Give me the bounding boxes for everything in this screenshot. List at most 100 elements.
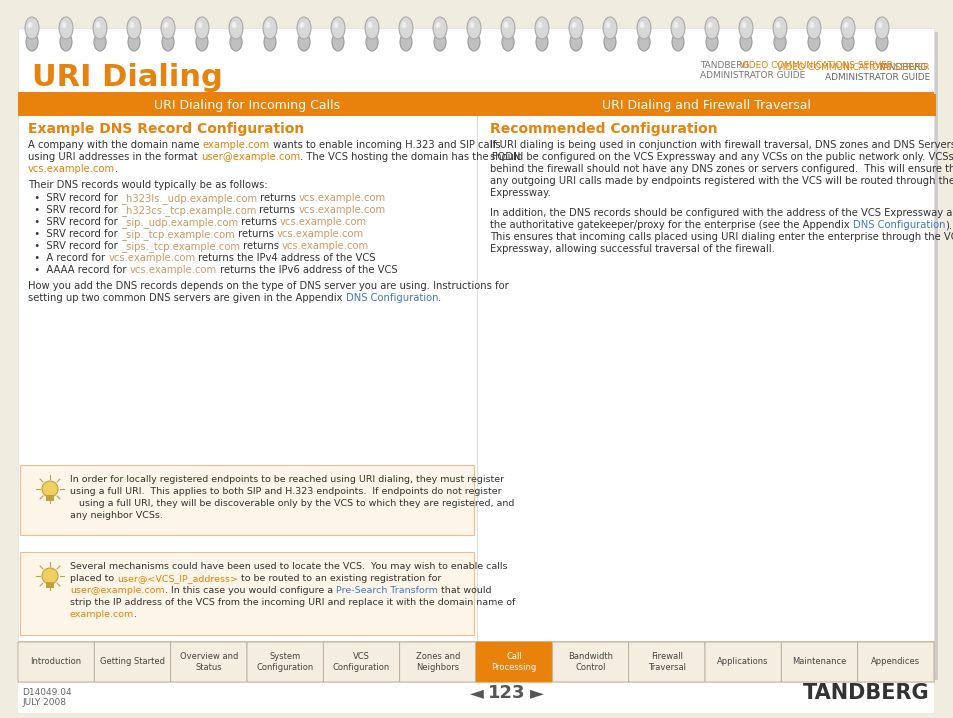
Ellipse shape bbox=[434, 33, 446, 51]
Text: any outgoing URI calls made by endpoints registered with the VCS will be routed : any outgoing URI calls made by endpoints… bbox=[490, 176, 953, 186]
Ellipse shape bbox=[842, 22, 847, 28]
Text: This ensures that incoming calls placed using URI dialing enter the enterprise t: This ensures that incoming calls placed … bbox=[490, 232, 953, 242]
Text: A company with the domain name: A company with the domain name bbox=[28, 140, 202, 150]
Text: using a full URI.  This applies to both SIP and H.323 endpoints.  If endpoints d: using a full URI. This applies to both S… bbox=[70, 487, 501, 496]
Text: DNS Configuration: DNS Configuration bbox=[852, 220, 944, 230]
Ellipse shape bbox=[128, 33, 140, 51]
Text: user@example.com: user@example.com bbox=[70, 586, 165, 595]
Text: URI Dialing and Firewall Traversal: URI Dialing and Firewall Traversal bbox=[601, 98, 810, 111]
Text: .: . bbox=[134, 610, 137, 619]
Bar bbox=[18, 683, 933, 713]
Ellipse shape bbox=[773, 33, 785, 51]
FancyBboxPatch shape bbox=[323, 642, 399, 682]
Text: System
Configuration: System Configuration bbox=[256, 652, 314, 672]
Text: •  A record for: • A record for bbox=[28, 253, 108, 263]
Text: vcs.example.com: vcs.example.com bbox=[130, 265, 216, 275]
Ellipse shape bbox=[875, 33, 887, 51]
Bar bbox=[18, 641, 933, 683]
Text: vcs.example.com: vcs.example.com bbox=[108, 253, 195, 263]
Ellipse shape bbox=[398, 17, 413, 39]
Ellipse shape bbox=[467, 17, 480, 39]
Text: ◄: ◄ bbox=[470, 684, 483, 702]
FancyBboxPatch shape bbox=[94, 642, 171, 682]
Text: returns: returns bbox=[239, 241, 282, 251]
Text: •  SRV record for: • SRV record for bbox=[28, 193, 121, 203]
Text: Firewall
Traversal: Firewall Traversal bbox=[647, 652, 685, 672]
Text: user@<VCS_IP_address>: user@<VCS_IP_address> bbox=[117, 574, 238, 583]
Ellipse shape bbox=[569, 33, 581, 51]
Text: vcs.example.com: vcs.example.com bbox=[28, 164, 115, 174]
Text: _sips._tcp.example.com: _sips._tcp.example.com bbox=[121, 241, 239, 252]
Text: Bandwidth
Control: Bandwidth Control bbox=[567, 652, 613, 672]
Text: returns: returns bbox=[234, 229, 276, 239]
Ellipse shape bbox=[26, 33, 38, 51]
Ellipse shape bbox=[264, 33, 275, 51]
Ellipse shape bbox=[501, 33, 514, 51]
Text: Introduction: Introduction bbox=[30, 658, 82, 666]
FancyBboxPatch shape bbox=[399, 642, 476, 682]
Ellipse shape bbox=[603, 33, 616, 51]
Bar bbox=[46, 495, 54, 501]
Text: VIDEO COMMUNICATIONS SERVER: VIDEO COMMUNICATIONS SERVER bbox=[747, 63, 929, 73]
Text: .: . bbox=[115, 164, 118, 174]
Text: Call
Processing: Call Processing bbox=[491, 652, 537, 672]
Text: _h323ls._udp.example.com: _h323ls._udp.example.com bbox=[121, 193, 256, 204]
Ellipse shape bbox=[94, 33, 106, 51]
Text: Recommended Configuration: Recommended Configuration bbox=[490, 122, 717, 136]
Ellipse shape bbox=[130, 22, 134, 28]
Ellipse shape bbox=[229, 17, 243, 39]
Bar bbox=[20, 552, 474, 635]
Ellipse shape bbox=[435, 22, 440, 28]
Text: should be configured on the VCS Expressway and any VCSs on the public network on: should be configured on the VCS Expressw… bbox=[490, 152, 953, 162]
Ellipse shape bbox=[299, 22, 304, 28]
Text: Several mechanisms could have been used to locate the VCS.  You may wish to enab: Several mechanisms could have been used … bbox=[70, 562, 507, 571]
Ellipse shape bbox=[568, 17, 582, 39]
Ellipse shape bbox=[195, 33, 208, 51]
Text: .: . bbox=[437, 293, 441, 303]
Ellipse shape bbox=[194, 17, 209, 39]
Ellipse shape bbox=[877, 22, 882, 28]
Ellipse shape bbox=[469, 22, 474, 28]
Text: behind the firewall should not have any DNS zones or servers configured.  This w: behind the firewall should not have any … bbox=[490, 164, 953, 174]
Text: vcs.example.com: vcs.example.com bbox=[280, 217, 367, 227]
Text: . The VCS hosting the domain has the FQDN: . The VCS hosting the domain has the FQD… bbox=[299, 152, 519, 162]
FancyBboxPatch shape bbox=[171, 642, 247, 682]
Text: •  AAAA record for: • AAAA record for bbox=[28, 265, 130, 275]
Ellipse shape bbox=[500, 17, 515, 39]
Ellipse shape bbox=[25, 17, 39, 39]
Text: ADMINISTRATOR GUIDE: ADMINISTRATOR GUIDE bbox=[700, 72, 804, 80]
Ellipse shape bbox=[59, 17, 73, 39]
Text: setting up two common DNS servers are given in the Appendix: setting up two common DNS servers are gi… bbox=[28, 293, 345, 303]
Bar bbox=[46, 582, 54, 588]
Ellipse shape bbox=[809, 22, 814, 28]
Bar bbox=[476, 94, 477, 664]
Text: . In this case you would configure a: . In this case you would configure a bbox=[165, 586, 335, 595]
Text: returns: returns bbox=[237, 217, 280, 227]
FancyBboxPatch shape bbox=[552, 642, 628, 682]
Text: •  SRV record for: • SRV record for bbox=[28, 241, 121, 251]
Ellipse shape bbox=[365, 17, 378, 39]
Text: TANDBERG: TANDBERG bbox=[700, 62, 752, 70]
Ellipse shape bbox=[841, 33, 853, 51]
Text: Expressway.: Expressway. bbox=[490, 188, 550, 198]
Ellipse shape bbox=[334, 22, 338, 28]
Ellipse shape bbox=[639, 22, 644, 28]
Ellipse shape bbox=[775, 22, 780, 28]
Text: that would: that would bbox=[437, 586, 491, 595]
Text: returns: returns bbox=[256, 205, 298, 215]
FancyBboxPatch shape bbox=[476, 642, 552, 682]
Ellipse shape bbox=[536, 33, 547, 51]
Text: example.com: example.com bbox=[202, 140, 270, 150]
Ellipse shape bbox=[671, 33, 683, 51]
Ellipse shape bbox=[61, 22, 67, 28]
Text: URI Dialing for Incoming Calls: URI Dialing for Incoming Calls bbox=[154, 98, 340, 111]
Text: TANDBERG: TANDBERG bbox=[802, 683, 929, 703]
Text: example.com: example.com bbox=[70, 610, 134, 619]
Ellipse shape bbox=[772, 17, 786, 39]
Text: Getting Started: Getting Started bbox=[100, 658, 165, 666]
Ellipse shape bbox=[468, 33, 479, 51]
Text: Applications: Applications bbox=[717, 658, 768, 666]
Text: DNS Configuration: DNS Configuration bbox=[345, 293, 437, 303]
Ellipse shape bbox=[42, 481, 58, 497]
Text: using a full URI, they will be discoverable only by the VCS to which they are re: using a full URI, they will be discovera… bbox=[70, 499, 514, 508]
